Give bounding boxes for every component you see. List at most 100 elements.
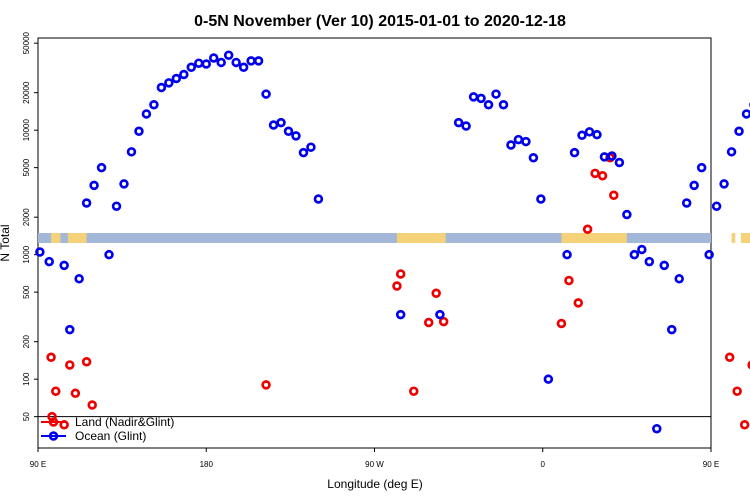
ocean-point	[637, 244, 647, 255]
ocean-point	[674, 274, 684, 284]
ocean-point	[283, 126, 294, 137]
land-point	[732, 386, 742, 396]
ocean-point	[543, 374, 554, 384]
y-tick-label: 50	[22, 412, 31, 421]
chart-title: 0-5N November (Ver 10) 2015-01-01 to 202…	[194, 13, 566, 30]
land-segment	[396, 233, 446, 243]
ocean-point	[231, 57, 241, 68]
ocean-point	[44, 256, 54, 267]
land-point	[392, 281, 402, 291]
ocean-point	[179, 69, 189, 80]
y-tick-label: 200	[22, 334, 31, 348]
land-segment	[561, 233, 627, 243]
ocean-point	[246, 56, 256, 66]
ocean-point	[704, 249, 714, 260]
y-tick-label: 2000	[22, 208, 31, 226]
ocean-point	[681, 198, 692, 208]
ocean-point	[476, 93, 486, 104]
y-tick-label: 10000	[22, 119, 31, 142]
legend-ocean-label: Ocean (Glint)	[75, 429, 146, 443]
land-segment	[51, 233, 61, 243]
land-point	[747, 360, 750, 370]
y-axis-title: N Total	[0, 224, 12, 261]
land-point	[739, 420, 750, 430]
ocean-point	[261, 89, 271, 99]
ocean-point	[156, 82, 167, 93]
ocean-point	[498, 100, 509, 110]
ocean-point	[592, 129, 602, 140]
land-point	[261, 380, 271, 390]
x-tick-label: 90 W	[365, 460, 384, 469]
ocean-point	[622, 209, 632, 220]
ocean-point	[194, 58, 204, 68]
ocean-point	[74, 274, 84, 284]
ocean-point	[201, 59, 212, 69]
ocean-point	[395, 309, 406, 320]
ocean-point	[521, 136, 531, 147]
ocean-point	[223, 50, 234, 60]
ocean-point	[59, 260, 69, 271]
legend-land-label: Land (Nadir&Glint)	[75, 415, 174, 429]
ocean-point	[711, 201, 722, 211]
y-tick-label: 1000	[22, 245, 31, 263]
ocean-point	[719, 179, 729, 189]
land-point	[409, 386, 419, 396]
ocean-point	[276, 117, 286, 128]
ocean-point	[306, 142, 316, 152]
land-point	[46, 352, 56, 362]
ocean-point	[599, 152, 610, 162]
ocean-point	[513, 134, 524, 145]
land-point	[556, 318, 567, 329]
land-point	[609, 190, 619, 201]
ocean-point	[569, 147, 580, 158]
ocean-point	[468, 92, 479, 102]
ocean-point	[536, 194, 546, 204]
y-tick-label: 50000	[22, 31, 31, 54]
ocean-point	[506, 140, 516, 150]
ocean-point	[562, 249, 572, 260]
ocean-point	[313, 194, 324, 204]
ocean-point	[81, 198, 92, 208]
legend: Land (Nadir&Glint) Ocean (Glint)	[41, 415, 174, 443]
y-axis: 50 100 200 500 1000 2000 5000 10000 20000 50000	[22, 31, 38, 421]
ocean-point	[629, 249, 640, 260]
ocean-point	[652, 423, 662, 434]
ocean-point	[644, 256, 655, 267]
ocean-point	[483, 100, 494, 110]
x-axis: 90 E 180 90 W 0 90 E	[30, 448, 719, 469]
land-point	[81, 357, 92, 367]
y-tick-label: 5000	[22, 158, 31, 176]
land-segment	[67, 233, 87, 243]
y-tick-label: 500	[22, 285, 31, 299]
land-point	[438, 316, 449, 327]
ocean-point	[164, 78, 174, 88]
ocean-point	[126, 147, 137, 157]
legend-ocean-marker	[48, 431, 59, 441]
x-tick-label: 90 E	[703, 460, 719, 469]
ocean-point	[134, 126, 144, 137]
ocean-band	[38, 233, 711, 243]
x-tick-label: 180	[200, 460, 214, 469]
land-point	[597, 171, 608, 181]
ocean-point	[268, 120, 279, 130]
land-ocean-band	[38, 233, 750, 243]
land-point	[395, 269, 406, 279]
ocean-point	[298, 147, 309, 158]
ocean-point	[238, 62, 249, 73]
x-axis-title: Longitude (deg E)	[327, 477, 422, 491]
land-point	[51, 386, 61, 396]
y-tick-label: 100	[22, 372, 31, 386]
x-tick-label: 90 E	[30, 460, 46, 469]
ocean-point	[65, 324, 75, 335]
legend-land-marker	[48, 417, 59, 427]
ocean-point	[89, 180, 99, 191]
ocean-point	[96, 162, 107, 173]
ocean-point	[35, 247, 45, 257]
ocean-point	[216, 57, 226, 68]
ocean-point	[149, 100, 159, 110]
ocean-point	[453, 117, 464, 128]
ocean-point	[141, 109, 152, 119]
land-segment	[740, 233, 750, 243]
ocean-point	[435, 309, 445, 320]
ocean-point	[689, 180, 699, 191]
